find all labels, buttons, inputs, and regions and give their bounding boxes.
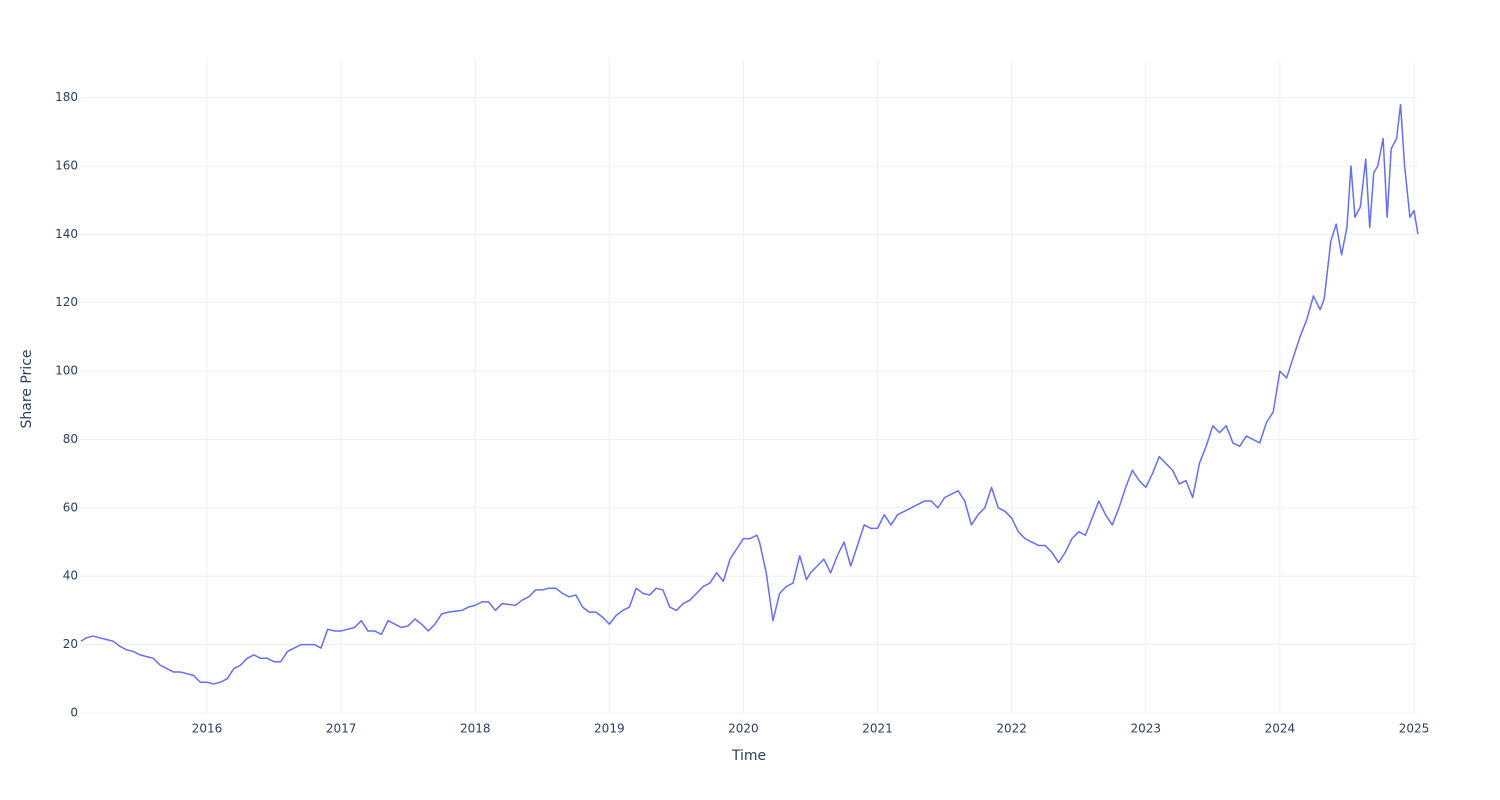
y-tick-label: 180 <box>55 90 78 104</box>
x-tick-label: 2021 <box>862 722 893 736</box>
y-tick-label: 60 <box>63 500 78 514</box>
x-tick-label: 2019 <box>594 722 625 736</box>
x-tick-label: 2022 <box>996 722 1027 736</box>
y-tick-label: 140 <box>55 227 78 241</box>
x-tick-label: 2018 <box>460 722 491 736</box>
x-tick-label: 2020 <box>728 722 759 736</box>
x-tick-label: 2016 <box>192 722 223 736</box>
x-tick-label: 2025 <box>1399 722 1430 736</box>
y-tick-label: 100 <box>55 364 78 378</box>
x-tick-label: 2023 <box>1130 722 1161 736</box>
y-tick-label: 0 <box>70 706 78 720</box>
x-axis-title: Time <box>731 748 766 764</box>
y-tick-label: 160 <box>55 158 78 172</box>
x-tick-label: 2017 <box>326 722 357 736</box>
y-tick-label: 120 <box>55 295 78 309</box>
y-tick-label: 80 <box>63 432 78 446</box>
price-line <box>80 103 1419 685</box>
x-tick-label: 2024 <box>1265 722 1296 736</box>
y-tick-label: 20 <box>63 637 78 651</box>
y-axis-title: Share Price <box>19 349 35 428</box>
y-tick-label: 40 <box>63 569 78 583</box>
